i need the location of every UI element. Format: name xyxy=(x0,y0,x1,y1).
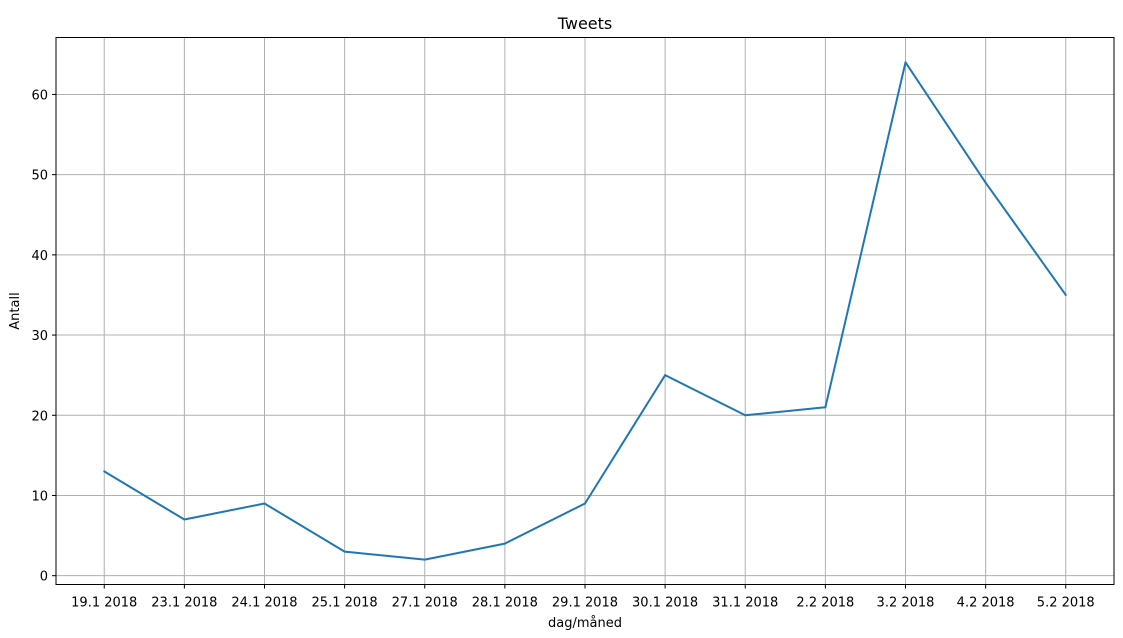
x-axis-label: dag/måned xyxy=(548,616,622,631)
y-tick-label: 20 xyxy=(31,409,48,424)
y-tick-label: 10 xyxy=(31,489,48,504)
x-tick-label: 25.1 2018 xyxy=(312,596,378,611)
data-point xyxy=(824,406,827,409)
x-tick-label: 2.2 2018 xyxy=(796,596,854,611)
data-point xyxy=(423,558,426,561)
grid-layer xyxy=(56,37,1114,585)
x-tick-label: 3.2 2018 xyxy=(877,596,935,611)
data-point xyxy=(103,470,106,473)
data-point xyxy=(183,518,186,521)
data-point xyxy=(664,374,667,377)
data-point xyxy=(343,550,346,553)
y-tick-label: 50 xyxy=(31,169,48,184)
x-tick-label: 27.1 2018 xyxy=(392,596,458,611)
x-tick-label: 19.1 2018 xyxy=(71,596,137,611)
y-tick-label: 30 xyxy=(31,329,48,344)
data-point xyxy=(984,181,987,184)
data-point xyxy=(904,61,907,64)
data-point xyxy=(584,502,586,505)
x-tick-label: 30.1 2018 xyxy=(632,596,698,611)
x-tick-label: 4.2 2018 xyxy=(957,596,1015,611)
y-tick-label: 0 xyxy=(40,570,48,585)
x-tick-label: 31.1 2018 xyxy=(712,596,778,611)
tick-layer: 19.1 2018 23.1 2018 24.1 2018 25.1 2018 27.1… xyxy=(31,88,1094,610)
y-tick-label: 60 xyxy=(31,88,48,103)
chart-title: Tweets xyxy=(557,14,613,33)
data-point xyxy=(744,414,747,417)
x-tick-label: 24.1 2018 xyxy=(231,596,297,611)
x-tick-label: 29.1 2018 xyxy=(552,596,618,611)
data-point xyxy=(503,542,506,545)
y-axis-label: Antall xyxy=(8,292,23,329)
y-tick-label: 40 xyxy=(31,249,48,264)
x-tick-label: 5.2 2018 xyxy=(1037,596,1095,611)
x-tick-label: 23.1 2018 xyxy=(151,596,217,611)
data-point xyxy=(1064,293,1067,296)
data-point xyxy=(263,502,266,505)
series-layer xyxy=(103,61,1067,561)
x-tick-label: 28.1 2018 xyxy=(472,596,538,611)
